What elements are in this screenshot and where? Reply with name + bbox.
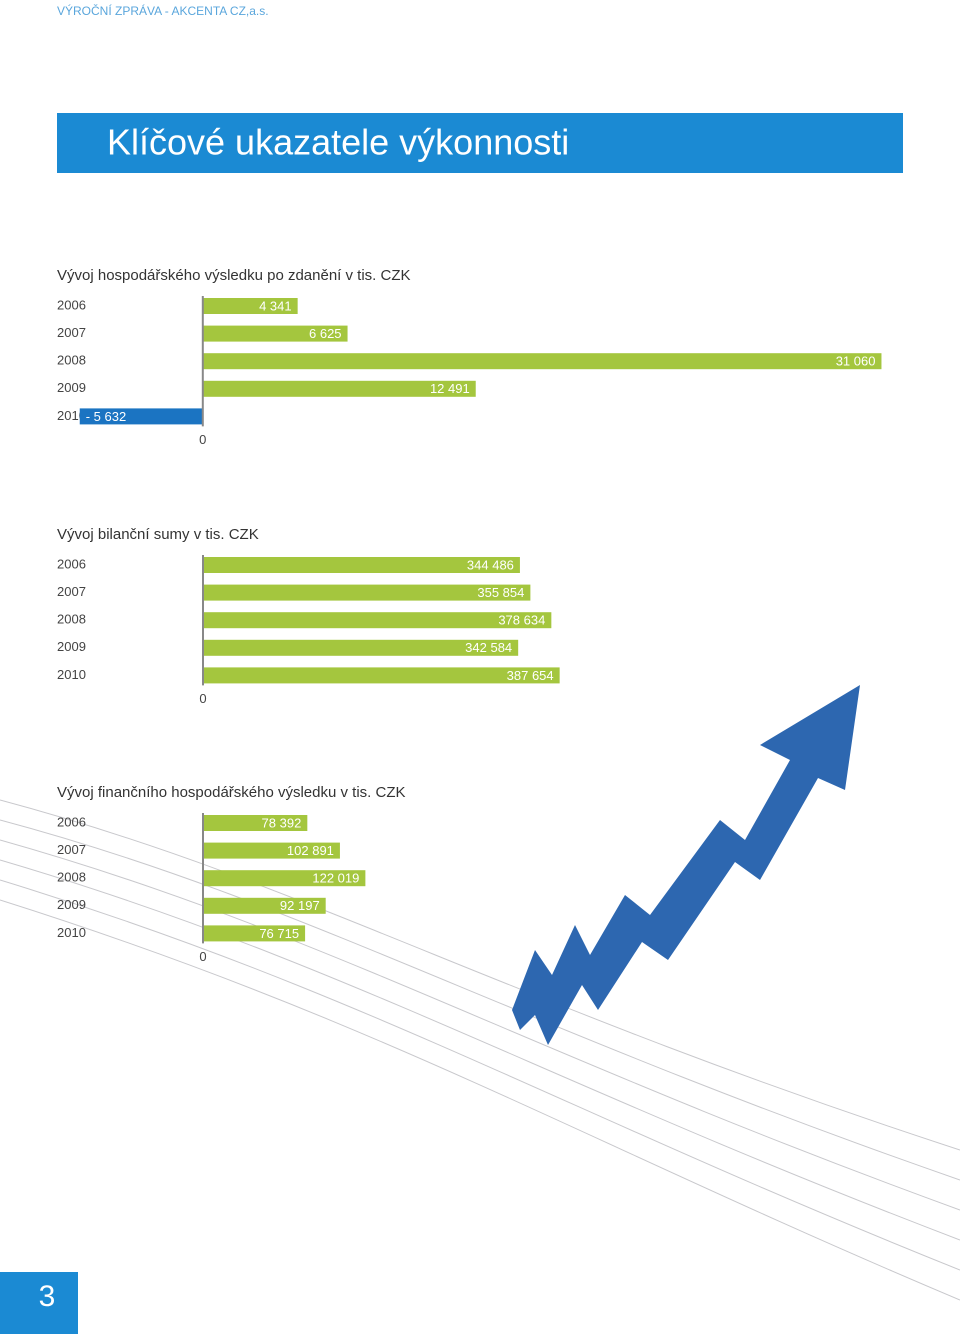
header: VÝROČNÍ ZPRÁVA - AKCENTA CZ,a.s. — [57, 3, 269, 18]
x-tick-label: 0 — [199, 949, 206, 964]
year-label: 2007 — [57, 325, 86, 340]
bar — [203, 925, 306, 942]
x-tick-label: 0 — [199, 432, 206, 447]
bar — [203, 897, 326, 914]
bar — [202, 298, 298, 314]
value-label: 78 392 — [262, 815, 302, 830]
value-label: 355 854 — [477, 585, 524, 600]
year-label: 2006 — [57, 814, 86, 829]
chart-title: Vývoj bilanční sumy v tis. CZK — [57, 526, 259, 543]
year-label: 2009 — [57, 380, 86, 395]
value-label: 92 197 — [280, 898, 320, 913]
value-label: 342 584 — [465, 640, 512, 655]
year-label: 2010 — [57, 408, 86, 423]
bar — [203, 584, 531, 601]
bar — [79, 408, 203, 425]
bar — [202, 380, 476, 397]
year-label: 2010 — [57, 925, 86, 940]
decoration — [0, 799, 960, 1301]
year-label: 2010 — [57, 667, 86, 682]
bar — [203, 639, 519, 656]
value-label: 387 654 — [507, 668, 554, 683]
page-number: 3 — [39, 1280, 56, 1313]
chart-title: Vývoj finančního hospodářského výsledku … — [57, 784, 406, 801]
year-label: 2008 — [57, 353, 86, 368]
bar — [202, 325, 348, 342]
value-label: 12 491 — [430, 381, 470, 396]
arrow-decoration — [512, 685, 860, 1045]
value-label: 4 341 — [259, 298, 292, 313]
value-label: 344 486 — [467, 557, 514, 572]
bar — [203, 612, 552, 629]
bar — [203, 842, 340, 859]
x-tick-label: 0 — [199, 691, 206, 706]
year-label: 2008 — [57, 612, 86, 627]
year-label: 2006 — [57, 556, 86, 571]
value-label: 31 060 — [836, 354, 876, 369]
year-label: 2009 — [57, 639, 86, 654]
value-label: 378 634 — [498, 613, 545, 628]
bar — [203, 667, 560, 684]
year-label: 2007 — [57, 584, 86, 599]
chart-title: Vývoj hospodářského výsledku po zdanění … — [57, 267, 411, 284]
value-label: - 5 632 — [86, 409, 126, 424]
page-title: Klíčové ukazatele výkonnosti — [107, 122, 569, 163]
value-label: 76 715 — [259, 926, 299, 941]
year-label: 2006 — [57, 297, 86, 312]
year-label: 2007 — [57, 842, 86, 857]
title-band — [57, 113, 903, 173]
bar — [203, 815, 308, 831]
year-label: 2008 — [57, 870, 86, 885]
bar — [203, 557, 520, 573]
value-label: 102 891 — [287, 843, 334, 858]
year-label: 2009 — [57, 897, 86, 912]
value-label: 6 625 — [309, 326, 342, 341]
page-number-box — [0, 1272, 78, 1334]
value-label: 122 019 — [312, 871, 359, 886]
bar — [203, 870, 366, 887]
bar — [202, 353, 882, 370]
